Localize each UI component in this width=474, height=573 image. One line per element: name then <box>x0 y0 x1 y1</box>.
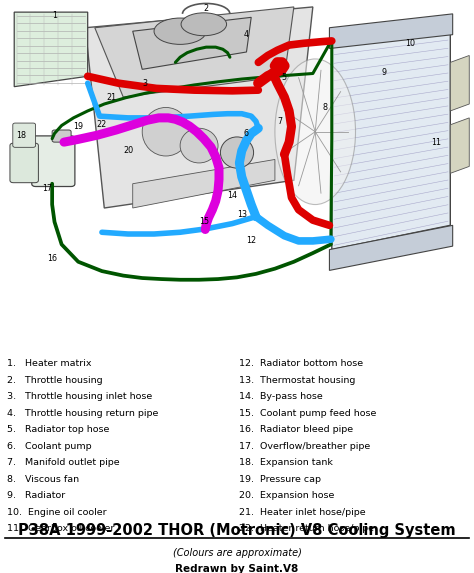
Polygon shape <box>450 118 469 173</box>
Text: Redrawn by Saint.V8: Redrawn by Saint.V8 <box>175 564 299 573</box>
Text: 21: 21 <box>106 93 117 101</box>
Text: (Colours are approximate): (Colours are approximate) <box>173 548 301 558</box>
Polygon shape <box>14 12 88 87</box>
Ellipse shape <box>154 18 206 44</box>
Text: 11.  Gearbox oil cooler: 11. Gearbox oil cooler <box>7 524 115 533</box>
Text: 3: 3 <box>142 79 147 88</box>
Text: 7: 7 <box>277 117 282 126</box>
Text: 8: 8 <box>322 103 327 112</box>
Text: 14: 14 <box>227 191 237 201</box>
Text: 10.  Engine oil cooler: 10. Engine oil cooler <box>7 508 107 517</box>
FancyBboxPatch shape <box>32 136 75 186</box>
Text: 22.  Heater return hose/pipe: 22. Heater return hose/pipe <box>239 524 374 533</box>
Text: 14.  By-pass hose: 14. By-pass hose <box>239 392 323 401</box>
Text: 4: 4 <box>244 30 249 39</box>
Polygon shape <box>85 7 313 208</box>
Ellipse shape <box>275 59 356 205</box>
Text: 8.   Viscous fan: 8. Viscous fan <box>7 475 79 484</box>
FancyBboxPatch shape <box>10 143 38 183</box>
Text: 16.  Radiator bleed pipe: 16. Radiator bleed pipe <box>239 425 354 434</box>
Text: 19.  Pressure cap: 19. Pressure cap <box>239 475 321 484</box>
Text: 18: 18 <box>16 131 27 140</box>
Text: 17: 17 <box>42 185 53 194</box>
Text: 21.  Heater inlet hose/pipe: 21. Heater inlet hose/pipe <box>239 508 366 517</box>
Polygon shape <box>329 225 453 270</box>
Text: 12: 12 <box>246 237 256 245</box>
Text: 20: 20 <box>123 146 133 155</box>
Text: 22: 22 <box>97 120 107 129</box>
Text: 6.   Coolant pump: 6. Coolant pump <box>7 442 92 451</box>
Text: 16: 16 <box>47 254 57 263</box>
Ellipse shape <box>181 13 227 36</box>
Text: 12.  Radiator bottom hose: 12. Radiator bottom hose <box>239 359 364 368</box>
Polygon shape <box>133 17 251 69</box>
Text: 2.   Throttle housing: 2. Throttle housing <box>7 376 103 384</box>
Polygon shape <box>450 56 469 111</box>
Text: 19: 19 <box>73 122 83 131</box>
Text: 10: 10 <box>405 39 415 48</box>
Text: 20.  Expansion hose: 20. Expansion hose <box>239 491 335 500</box>
Text: 18.  Expansion tank: 18. Expansion tank <box>239 458 333 467</box>
Text: 6: 6 <box>244 129 249 138</box>
Polygon shape <box>332 28 450 250</box>
Text: 17.  Overflow/breather pipe: 17. Overflow/breather pipe <box>239 442 371 451</box>
Text: 7.   Manifold outlet pipe: 7. Manifold outlet pipe <box>7 458 120 467</box>
Text: P38A 1999-2002 THOR (Motronic) V8 Cooling System: P38A 1999-2002 THOR (Motronic) V8 Coolin… <box>18 523 456 538</box>
Text: 9.   Radiator: 9. Radiator <box>7 491 65 500</box>
Text: 5: 5 <box>282 73 287 83</box>
Text: 5.   Radiator top hose: 5. Radiator top hose <box>7 425 109 434</box>
Text: 15: 15 <box>199 217 209 226</box>
Text: 11: 11 <box>431 138 441 147</box>
Polygon shape <box>95 7 294 97</box>
Text: 1: 1 <box>52 11 57 20</box>
Ellipse shape <box>180 128 218 163</box>
Text: 9: 9 <box>382 68 386 77</box>
Text: 15.  Coolant pump feed hose: 15. Coolant pump feed hose <box>239 409 377 418</box>
FancyBboxPatch shape <box>13 123 36 147</box>
Text: 1.   Heater matrix: 1. Heater matrix <box>7 359 91 368</box>
Ellipse shape <box>142 108 190 156</box>
FancyBboxPatch shape <box>52 130 71 142</box>
Text: 4.   Throttle housing return pipe: 4. Throttle housing return pipe <box>7 409 158 418</box>
Polygon shape <box>133 159 275 208</box>
Text: 13: 13 <box>237 210 247 219</box>
Text: 13.  Thermostat housing: 13. Thermostat housing <box>239 376 356 384</box>
Text: 2: 2 <box>204 4 209 13</box>
Polygon shape <box>329 14 453 49</box>
Text: 3.   Throttle housing inlet hose: 3. Throttle housing inlet hose <box>7 392 152 401</box>
Ellipse shape <box>220 137 254 168</box>
